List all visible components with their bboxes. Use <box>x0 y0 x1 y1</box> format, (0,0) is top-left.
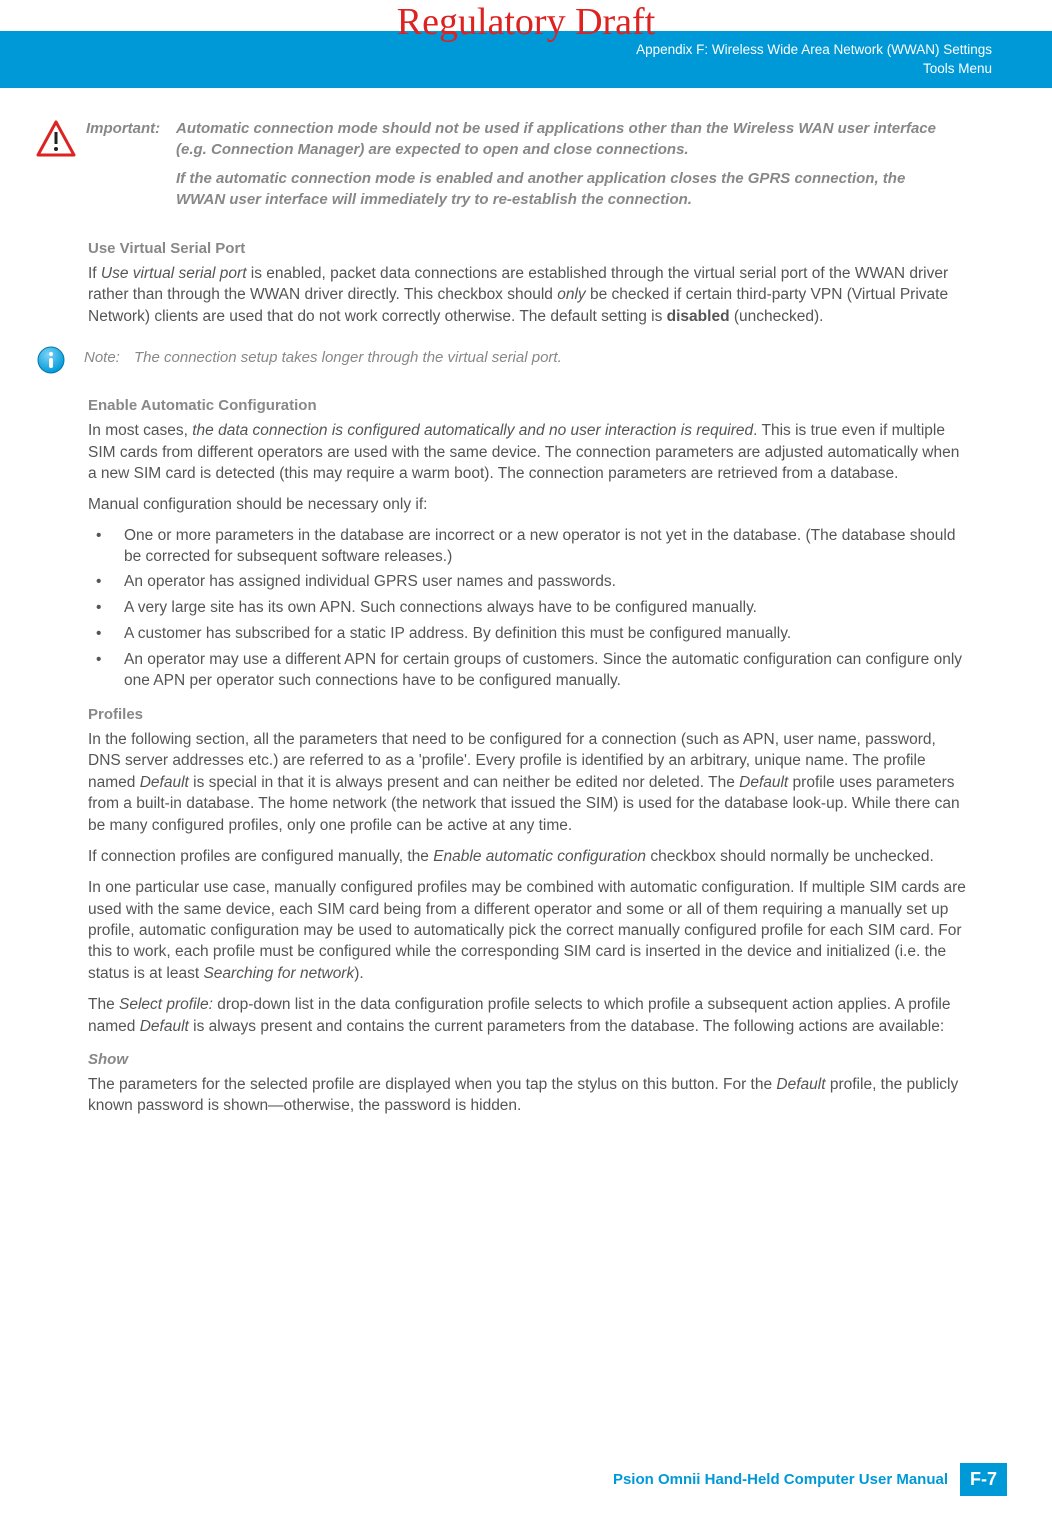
warning-icon <box>36 120 76 158</box>
t: Searching for network <box>203 965 354 982</box>
important-callout: Important: Automatic connection mode sho… <box>88 118 968 218</box>
sec1-body: If Use virtual serial port is enabled, p… <box>88 263 968 327</box>
sec4-p1: The parameters for the selected profile … <box>88 1074 968 1117</box>
list-item: A very large site has its own APN. Such … <box>88 598 968 619</box>
t: Default <box>776 1076 825 1093</box>
list-item: An operator may use a different APN for … <box>88 650 968 692</box>
important-text: Important: Automatic connection mode sho… <box>86 118 936 218</box>
important-p1: Automatic connection mode should not be … <box>176 118 936 160</box>
sec3-p4: The Select profile: drop-down list in th… <box>88 994 968 1037</box>
t: ). <box>354 965 363 982</box>
sec2-p1: In most cases, the data connection is co… <box>88 420 968 484</box>
t: Default <box>140 1018 189 1035</box>
t: The <box>88 996 119 1013</box>
list-item: One or more parameters in the database a… <box>88 526 968 568</box>
t: is always present and contains the curre… <box>189 1018 944 1035</box>
t: Enable automatic configuration <box>433 848 646 865</box>
sec3-p3: In one particular use case, manually con… <box>88 877 968 984</box>
note-text: Note:The connection setup takes longer t… <box>84 347 562 368</box>
important-p2: If the automatic connection mode is enab… <box>176 168 936 210</box>
t: Default <box>739 774 788 791</box>
t: the data connection is configured automa… <box>192 422 753 439</box>
important-label: Important: <box>86 118 176 139</box>
list-item: A customer has subscribed for a static I… <box>88 624 968 645</box>
sec3-p2: If connection profiles are configured ma… <box>88 846 968 867</box>
important-body: Automatic connection mode should not be … <box>176 118 936 218</box>
sec2-bullets: One or more parameters in the database a… <box>88 526 968 692</box>
page-footer: Psion Omnii Hand-Held Computer User Manu… <box>613 1463 1007 1496</box>
heading-show: Show <box>88 1051 968 1068</box>
page-content: Important: Automatic connection mode sho… <box>88 118 968 1127</box>
t: only <box>557 286 585 303</box>
note-label: Note: <box>84 347 134 368</box>
sec3-p1: In the following section, all the parame… <box>88 729 968 836</box>
t: If connection profiles are configured ma… <box>88 848 433 865</box>
header-line2: Tools Menu <box>0 60 992 79</box>
t: Default <box>140 774 189 791</box>
t: disabled <box>667 308 730 325</box>
list-item: An operator has assigned individual GPRS… <box>88 572 968 593</box>
heading-virtual-serial: Use Virtual Serial Port <box>88 240 968 257</box>
t: If <box>88 265 101 282</box>
note-callout: Note:The connection setup takes longer t… <box>88 345 968 375</box>
note-body: The connection setup takes longer throug… <box>134 349 562 366</box>
t: Select profile: <box>119 996 213 1013</box>
t: In most cases, <box>88 422 192 439</box>
t: The parameters for the selected profile … <box>88 1076 776 1093</box>
page-number: F-7 <box>960 1463 1007 1496</box>
heading-auto-config: Enable Automatic Configuration <box>88 397 968 414</box>
t: (unchecked). <box>730 308 824 325</box>
watermark-text: Regulatory Draft <box>397 0 656 44</box>
t: is special in that it is always present … <box>189 774 739 791</box>
t: Use virtual serial port <box>101 265 247 282</box>
t: checkbox should normally be unchecked. <box>646 848 934 865</box>
info-icon <box>36 345 66 375</box>
sec2-p2: Manual configuration should be necessary… <box>88 494 968 515</box>
footer-text: Psion Omnii Hand-Held Computer User Manu… <box>613 1471 948 1488</box>
heading-profiles: Profiles <box>88 706 968 723</box>
